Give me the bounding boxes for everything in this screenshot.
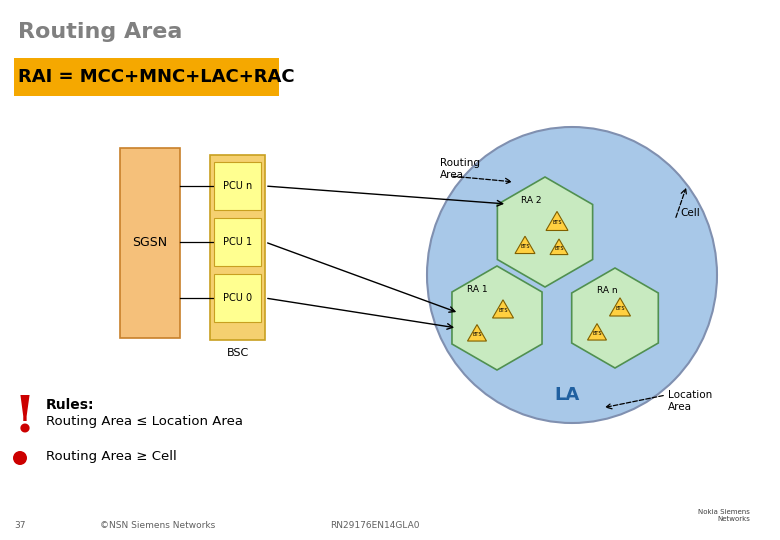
Text: LA: LA — [555, 386, 580, 404]
Text: Location
Area: Location Area — [668, 390, 712, 411]
FancyBboxPatch shape — [120, 148, 180, 338]
Polygon shape — [572, 268, 658, 368]
Text: BTS: BTS — [472, 332, 482, 337]
Text: 37: 37 — [14, 521, 26, 530]
Text: SGSN: SGSN — [133, 237, 168, 249]
Text: BTS: BTS — [498, 308, 508, 313]
Text: BTS: BTS — [555, 246, 564, 251]
Text: Cell: Cell — [680, 208, 700, 218]
Polygon shape — [587, 323, 607, 340]
Text: PCU n: PCU n — [223, 181, 252, 191]
FancyBboxPatch shape — [214, 162, 261, 210]
FancyBboxPatch shape — [214, 218, 261, 266]
Text: Routing Area: Routing Area — [18, 22, 183, 42]
Polygon shape — [515, 236, 535, 253]
Polygon shape — [492, 300, 513, 318]
Text: RAI = MCC+MNC+LAC+RAC: RAI = MCC+MNC+LAC+RAC — [18, 68, 295, 86]
Text: BTS: BTS — [520, 244, 530, 249]
Text: Routing Area ≥ Cell: Routing Area ≥ Cell — [46, 450, 177, 463]
FancyBboxPatch shape — [210, 155, 265, 340]
Circle shape — [13, 451, 27, 465]
Polygon shape — [467, 325, 487, 341]
Text: RA 1: RA 1 — [467, 285, 488, 294]
Text: RA n: RA n — [597, 286, 618, 295]
Text: RN29176EN14GLA0: RN29176EN14GLA0 — [330, 521, 420, 530]
Text: Rules:: Rules: — [46, 398, 94, 412]
Polygon shape — [546, 212, 568, 231]
Text: BTS: BTS — [592, 331, 601, 336]
Text: ©NSN Siemens Networks: ©NSN Siemens Networks — [100, 521, 215, 530]
Text: RA 2: RA 2 — [521, 196, 541, 205]
Text: PCU 0: PCU 0 — [223, 293, 252, 303]
FancyBboxPatch shape — [14, 58, 279, 96]
Text: !: ! — [14, 393, 36, 442]
Text: BTS: BTS — [552, 220, 562, 225]
Text: BTS: BTS — [615, 306, 625, 311]
Text: BSC: BSC — [226, 348, 249, 358]
Text: Routing
Area: Routing Area — [440, 158, 480, 180]
Text: Nokia Siemens
Networks: Nokia Siemens Networks — [698, 509, 750, 522]
Polygon shape — [609, 298, 630, 316]
Polygon shape — [452, 266, 542, 370]
Ellipse shape — [427, 127, 717, 423]
FancyBboxPatch shape — [214, 274, 261, 322]
Polygon shape — [498, 177, 593, 287]
Text: Routing Area ≤ Location Area: Routing Area ≤ Location Area — [46, 415, 243, 428]
Polygon shape — [550, 239, 568, 254]
Text: PCU 1: PCU 1 — [223, 237, 252, 247]
